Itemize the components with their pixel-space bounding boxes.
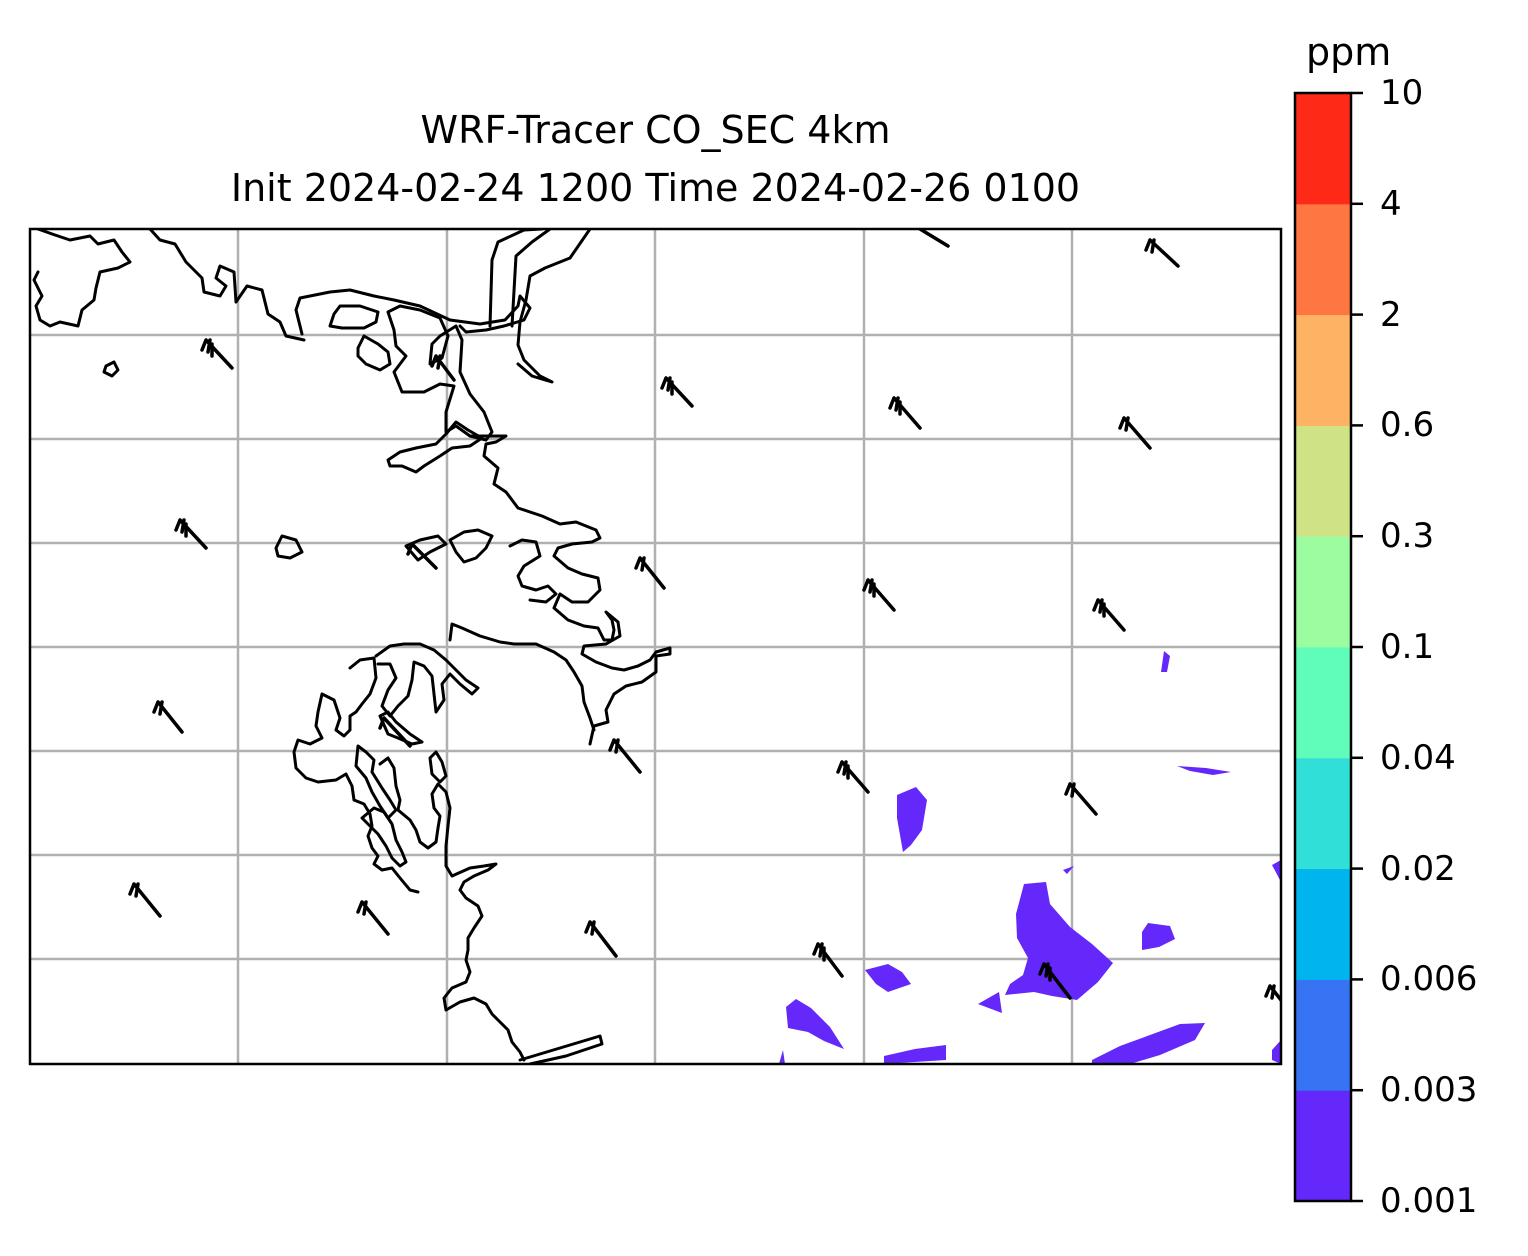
wind-barb (918, 229, 950, 248)
tracer-blob (1161, 651, 1170, 672)
wind-barb (1144, 238, 1180, 268)
tracer-blob (1005, 882, 1113, 1000)
tracer-blob (779, 1050, 785, 1064)
colorbar-tick-label: 0.1 (1380, 627, 1435, 667)
tracer-contour-fills (779, 651, 1281, 1064)
colorbar-tick-label: 0.003 (1380, 1070, 1478, 1111)
colorbar-band (1295, 868, 1351, 980)
coastline (428, 750, 448, 784)
wind-barb (1038, 962, 1072, 1000)
coastline (468, 434, 672, 746)
chart-title-line-2: Init 2024-02-24 1200 Time 2024-02-26 010… (230, 166, 1081, 210)
tracer-blob (786, 999, 844, 1049)
coastline (328, 304, 380, 330)
colorbar-tick-label: 0.006 (1380, 959, 1478, 1000)
coastline (356, 334, 392, 372)
colorbar-tick-label: 0.02 (1380, 848, 1456, 889)
chart-title-line-1: WRF-Tracer CO_SEC 4km (420, 108, 891, 152)
colorbar-swatches (1295, 93, 1351, 1202)
map-frame (28, 227, 1283, 1066)
coastline (378, 710, 424, 746)
tracer-blob (897, 787, 927, 852)
colorbar-band (1295, 1090, 1351, 1202)
coastline (508, 538, 558, 604)
tracer-blob (884, 1045, 946, 1064)
colorbar-band (1295, 425, 1351, 537)
tracer-blob (1063, 866, 1074, 874)
wind-barb (378, 716, 412, 748)
coastline (378, 756, 526, 1062)
coastline (148, 229, 306, 342)
colorbar-band (1295, 314, 1351, 426)
coastline (274, 534, 304, 560)
coastline (386, 304, 494, 442)
wind-barb (1092, 598, 1126, 632)
wind-barb (430, 354, 456, 382)
wind-barb (862, 578, 896, 612)
coastline (510, 229, 552, 328)
wind-barb (812, 942, 844, 978)
colorbar-tick-label: 0.04 (1380, 737, 1456, 778)
colorbar-tick-label: 10 (1380, 73, 1424, 113)
wind-barb (356, 900, 390, 936)
colorbar-tick-label: 0.6 (1380, 405, 1435, 446)
coastline (518, 1034, 604, 1064)
colorbar-tick-label: 2 (1380, 294, 1402, 335)
tracer-blob (1272, 1040, 1281, 1064)
coastline (354, 744, 398, 820)
coastline (516, 229, 592, 384)
wind-barb (584, 920, 618, 958)
wind-barb (1264, 984, 1281, 1002)
colorbar-ticks (1351, 91, 1363, 1203)
wind-barb (406, 542, 438, 570)
coastline (386, 420, 484, 474)
wind-barb (152, 700, 184, 734)
colorbar-frame (1293, 91, 1353, 1203)
tracer-blob (1142, 923, 1175, 950)
coastline (294, 288, 532, 336)
wind-barb (128, 882, 162, 918)
coastline (374, 642, 480, 718)
map-panel (28, 227, 1283, 1066)
wind-barb (174, 518, 208, 550)
coastline (32, 229, 132, 328)
wind-barb (1118, 416, 1152, 450)
tracer-blob (978, 992, 1002, 1013)
tracer-blob (865, 964, 911, 992)
colorbar-band (1295, 203, 1351, 316)
tracer-blob (1177, 766, 1231, 775)
colorbar-band (1295, 536, 1351, 648)
coastline (292, 656, 420, 894)
colorbar-tick-label: 4 (1380, 183, 1402, 224)
wind-barb (888, 396, 922, 430)
colorbar-tick-label: 0.3 (1380, 516, 1435, 557)
tracer-blob (1272, 860, 1281, 882)
wind-barb (200, 338, 234, 370)
colorbar-band (1295, 647, 1351, 759)
coastlines (32, 229, 672, 1064)
colorbar-band (1295, 93, 1351, 205)
coastline (102, 360, 120, 378)
colorbar-tick-label: 0.001 (1380, 1181, 1478, 1221)
wind-barb (634, 556, 666, 590)
tracer-blob (1092, 1023, 1205, 1064)
colorbar-band (1295, 757, 1351, 870)
wind-barb (608, 738, 642, 774)
wind-barb (836, 760, 870, 794)
wind-barb (1064, 782, 1098, 816)
wind-barb (660, 376, 694, 408)
colorbar-unit-label: ppm (1306, 30, 1392, 74)
coastline (404, 534, 448, 562)
coastline (448, 528, 494, 564)
coastline (448, 622, 596, 732)
colorbar-band (1295, 979, 1351, 1091)
coastline (360, 806, 408, 868)
colorbar (1293, 91, 1363, 1203)
wind-barbs (128, 229, 1281, 1002)
